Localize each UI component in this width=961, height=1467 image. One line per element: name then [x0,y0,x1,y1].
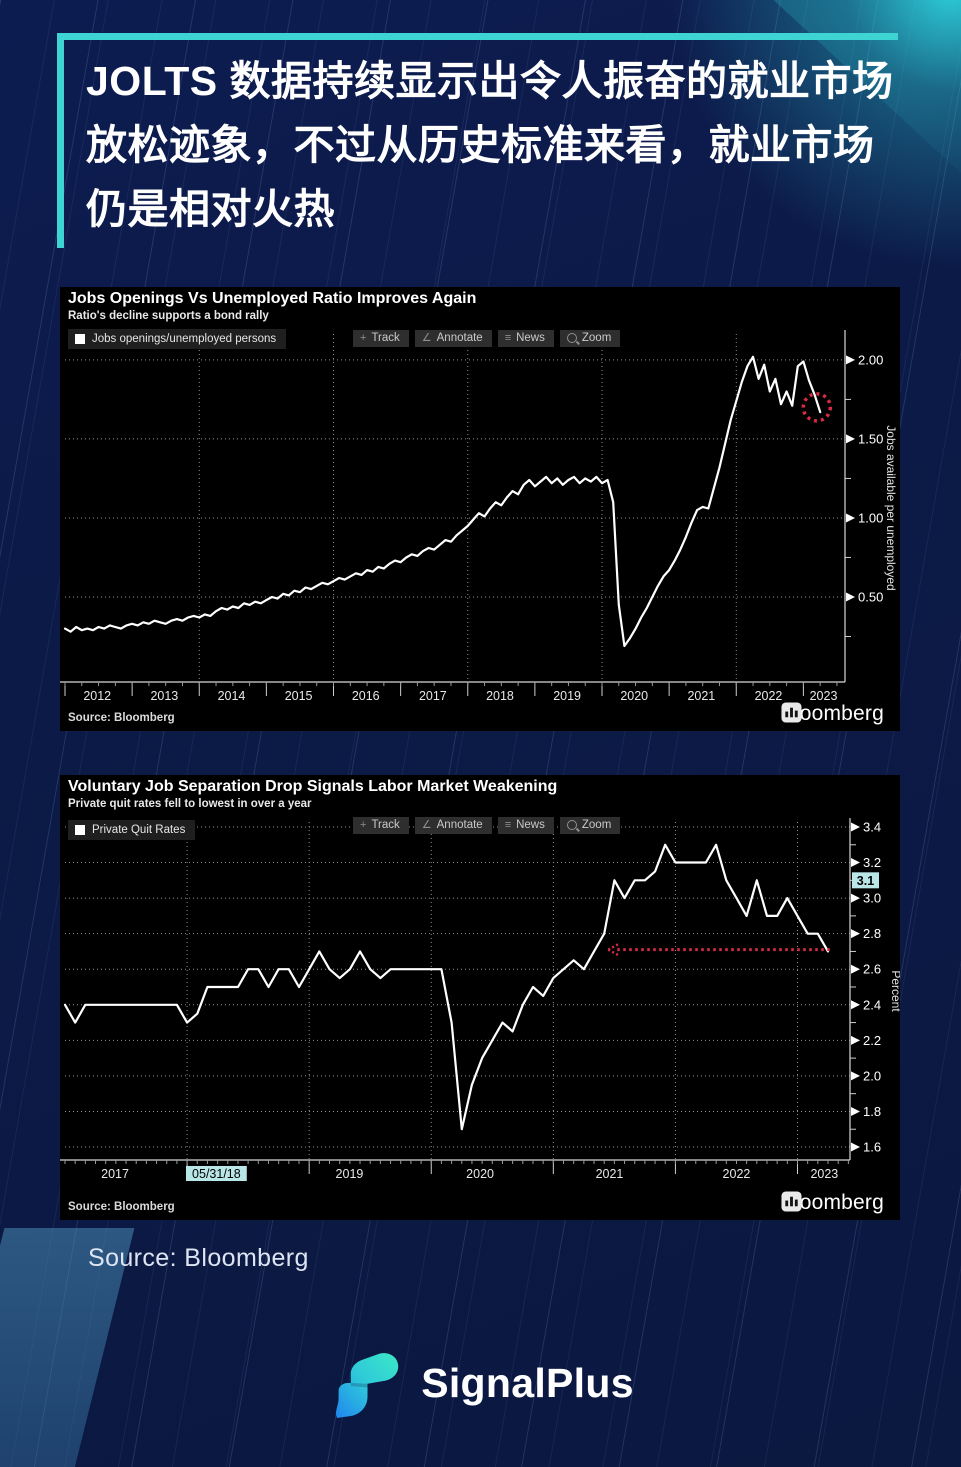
track-button[interactable]: + Track [353,330,409,347]
annotate-label: Annotate [436,332,483,344]
legend-label: Private Quit Rates [92,824,186,836]
legend-swatch-icon [75,334,85,344]
legend-label: Jobs openings/unemployed persons [92,333,277,345]
chart-source: Source: Bloomberg [68,712,175,724]
svg-text:1.00: 1.00 [858,510,883,525]
jobs-ratio-chart-panel: 2.00 1.50 1.00 0.50 Jobs available per unemp… [60,287,900,731]
bloomberg-logo: Bloomberg [781,702,884,726]
chart-source: Source: Bloomberg [68,1201,175,1213]
svg-text:3.0: 3.0 [863,891,881,906]
bloomberg-wordmark: Bloomberg [780,702,884,725]
zoom-label: Zoom [581,819,612,831]
annotate-icon: ∠ [421,818,432,831]
track-label: Track [371,819,400,831]
svg-text:1.50: 1.50 [858,431,883,446]
bloomberg-terminal-icon [781,702,802,723]
annotate-button[interactable]: ∠ Annotate [414,330,492,347]
svg-text:2020: 2020 [620,689,648,703]
svg-text:Jobs available per unemployed: Jobs available per unemployed [884,425,898,590]
news-button[interactable]: ≡ News [497,330,554,347]
annotate-icon: ∠ [421,331,432,344]
zoom-icon [566,820,577,830]
svg-text:2021: 2021 [687,689,715,703]
track-icon: + [360,331,367,344]
svg-text:0.50: 0.50 [858,589,883,604]
svg-text:2021: 2021 [596,1167,624,1181]
annotate-label: Annotate [436,819,483,831]
svg-text:2.0: 2.0 [863,1068,881,1083]
legend-swatch-icon [75,825,85,835]
chart-title: Jobs Openings Vs Unemployed Ratio Improv… [68,290,477,307]
zoom-label: Zoom [581,332,612,344]
track-button[interactable]: + Track [353,817,409,834]
svg-text:2022: 2022 [723,1167,751,1181]
quit-rate-chart: 3.4 3.2 3.0 2.8 2.6 2.4 2.2 2.0 1.8 1.6 Percent 201… [60,818,900,1181]
svg-text:2023: 2023 [810,1167,838,1181]
bloomberg-terminal-icon [781,1191,802,1212]
svg-text:2.6: 2.6 [863,962,881,977]
svg-text:2.00: 2.00 [858,352,883,367]
chart-subtitle: Private quit rates fell to lowest in ove… [68,798,312,810]
brand-name: SignalPlus [421,1359,634,1406]
svg-text:2014: 2014 [218,689,246,703]
page-source-caption: Source: Bloomberg [88,1244,309,1272]
svg-text:2012: 2012 [83,689,111,703]
svg-text:1.6: 1.6 [863,1140,881,1155]
news-icon: ≡ [504,818,512,831]
svg-text:2017: 2017 [101,1167,129,1181]
zoom-button[interactable]: Zoom [559,817,621,834]
svg-text:2022: 2022 [755,689,783,703]
legend-chip[interactable]: Jobs openings/unemployed persons [68,329,287,349]
track-icon: + [360,818,367,831]
svg-text:1.8: 1.8 [863,1104,881,1119]
bloomberg-logo: Bloomberg [781,1191,884,1215]
svg-text:2.8: 2.8 [863,926,881,941]
svg-text:2023: 2023 [810,689,838,703]
news-button[interactable]: ≡ News [497,817,554,834]
zoom-icon [566,333,577,343]
chart-subtitle: Ratio's decline supports a bond rally [68,310,269,322]
quit-rate-chart-panel: 3.4 3.2 3.0 2.8 2.6 2.4 2.2 2.0 1.8 1.6 Percent 201… [60,775,900,1220]
brand-footer: SignalPlus [0,1348,961,1418]
svg-text:3.1: 3.1 [857,874,874,888]
headline: JOLTS 数据持续显示出令人振奋的就业市场放松迹象，不过从历史标准来看，就业市… [57,33,898,248]
news-label: News [516,819,545,831]
svg-text:2019: 2019 [553,689,581,703]
svg-text:2015: 2015 [285,689,313,703]
annotate-button[interactable]: ∠ Annotate [414,817,492,834]
news-label: News [516,332,545,344]
svg-text:2018: 2018 [486,689,514,703]
news-icon: ≡ [504,331,512,344]
svg-text:05/31/18: 05/31/18 [192,1167,241,1181]
svg-text:Percent: Percent [889,970,900,1012]
track-label: Track [371,332,400,344]
svg-text:2.2: 2.2 [863,1033,881,1048]
svg-text:2019: 2019 [336,1167,364,1181]
chart-toolbar: + Track ∠ Annotate ≡ News Zoom [353,330,621,347]
chart-title: Voluntary Job Separation Drop Signals La… [68,778,558,795]
svg-text:2020: 2020 [466,1167,494,1181]
svg-text:2.4: 2.4 [863,997,881,1012]
svg-text:2017: 2017 [419,689,447,703]
signalplus-logo-icon [336,1353,399,1418]
svg-text:3.2: 3.2 [863,855,881,870]
svg-text:2013: 2013 [150,689,178,703]
zoom-button[interactable]: Zoom [559,330,621,347]
svg-text:2016: 2016 [352,689,380,703]
svg-text:3.4: 3.4 [863,819,881,834]
legend-chip[interactable]: Private Quit Rates [68,820,196,840]
chart-toolbar: + Track ∠ Annotate ≡ News Zoom [353,817,621,834]
bloomberg-wordmark: Bloomberg [780,1191,884,1214]
